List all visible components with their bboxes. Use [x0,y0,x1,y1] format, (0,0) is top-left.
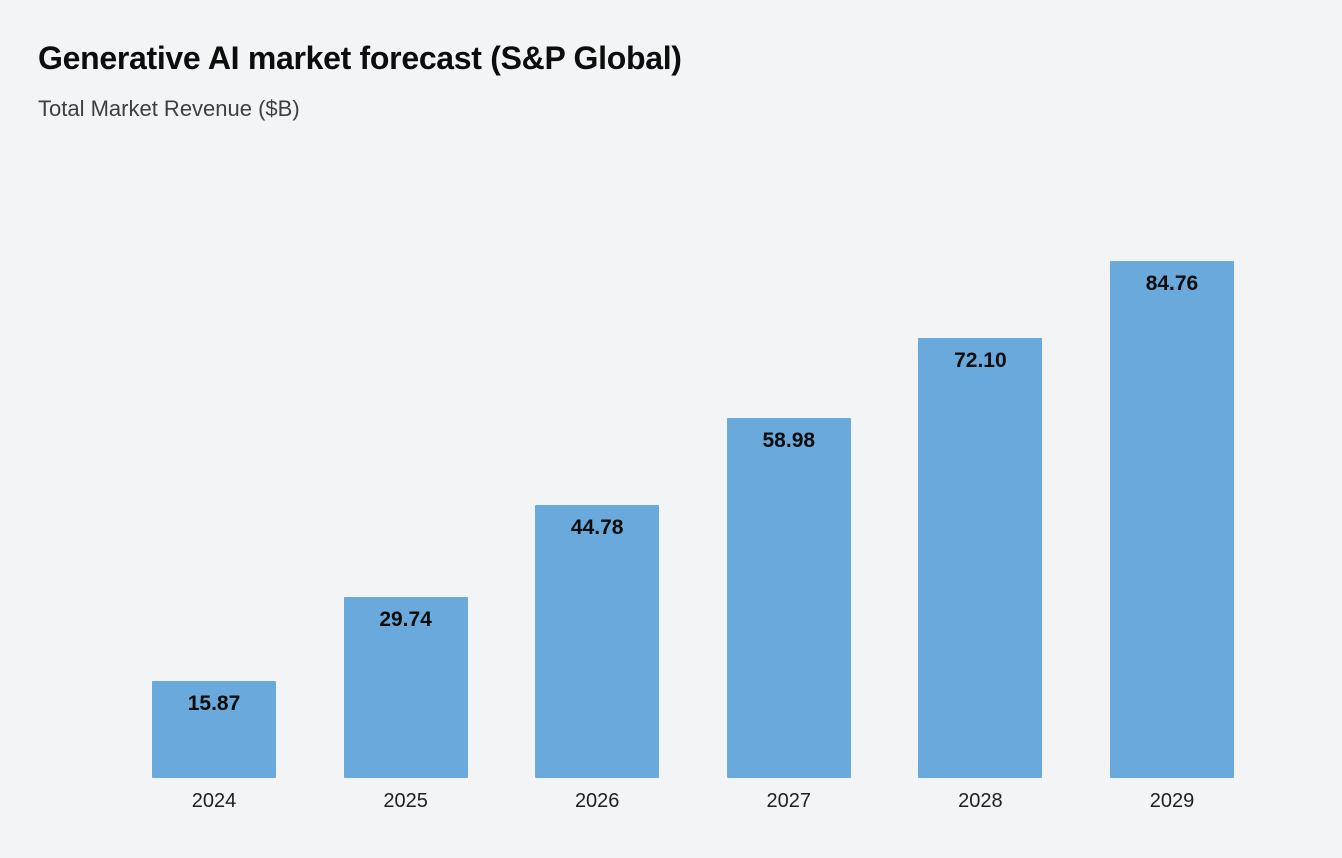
x-axis-label: 2029 [1149,790,1195,812]
bar-column: 84.76 2029 [1109,261,1234,818]
bar-value-label: 29.74 [379,608,432,631]
bar: 44.78 [535,505,660,778]
bar-value-label: 44.78 [570,516,624,539]
bar-value-label: 84.76 [1145,272,1199,295]
bar: 84.76 [1109,261,1234,778]
bar: 58.98 [726,418,851,778]
bar-value-label: 15.87 [187,692,241,715]
bar-column: 72.10 2028 [918,338,1043,818]
bar-column: 58.98 2027 [726,418,851,818]
bar: 29.74 [343,597,468,778]
x-axis-label: 2024 [191,790,237,812]
bar-column: 15.87 2024 [152,681,276,818]
bar-column: 29.74 2025 [343,597,468,818]
x-axis-label: 2026 [574,790,620,812]
x-axis-label: 2025 [383,790,428,812]
bar: 72.10 [918,338,1043,778]
chart-subtitle: Total Market Revenue ($B) [38,96,300,121]
bar: 15.87 [152,681,276,778]
x-axis-label: 2027 [766,790,812,812]
chart-title: Generative AI market forecast (S&P Globa… [38,40,682,76]
x-axis-label: 2028 [958,790,1003,812]
bar-column: 44.78 2026 [535,505,660,818]
bar-value-label: 72.10 [954,349,1007,372]
plot-area: 15.87 2024 29.74 2025 44.78 2026 58.98 2027 72.1… [152,240,1234,818]
bar-value-label: 58.98 [762,429,816,452]
